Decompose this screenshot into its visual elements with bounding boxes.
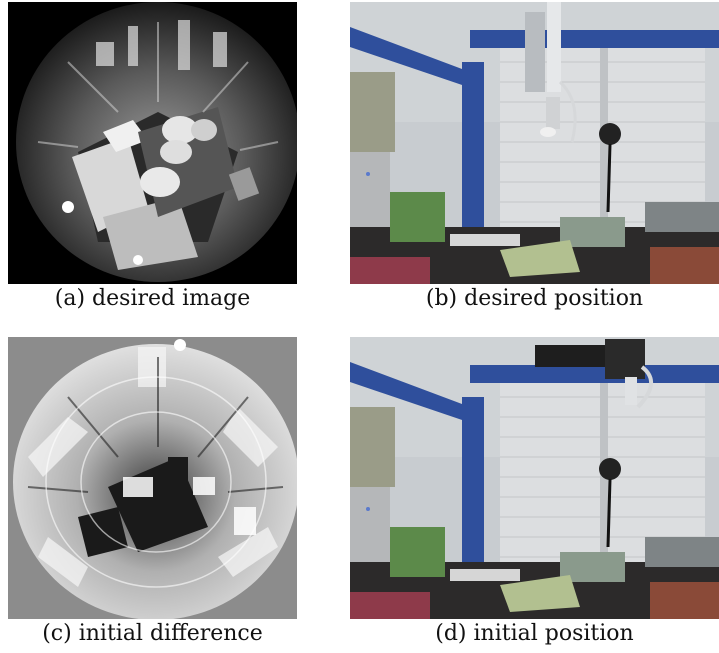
caption-b: (b) desired position [425,286,644,311]
caption-d: (d) initial position [435,621,634,646]
caption-a: (a) desired image [54,286,251,311]
desired-position-photo [350,2,719,284]
desired-image-photo [8,2,297,284]
caption-c: (c) initial difference [42,621,263,646]
initial-difference-photo [8,337,297,619]
initial-position-photo [350,337,719,619]
